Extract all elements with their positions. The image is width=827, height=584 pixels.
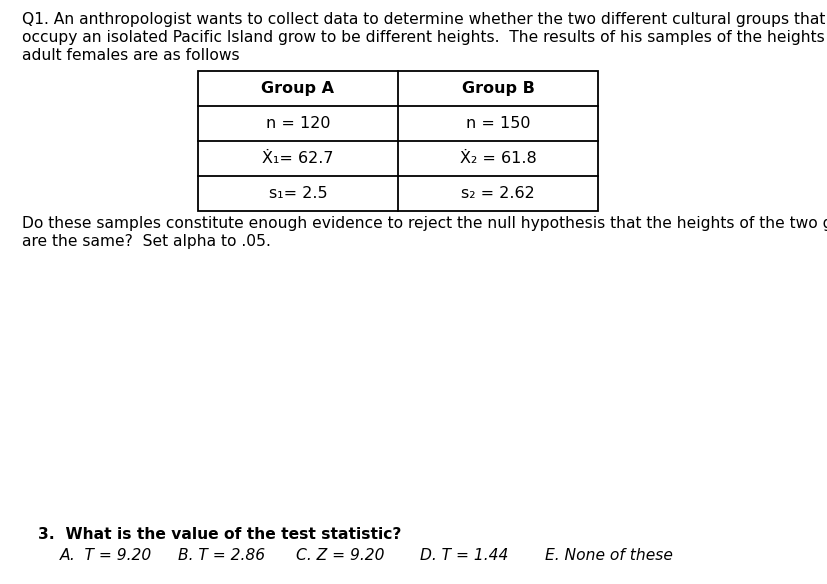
Text: adult females are as follows: adult females are as follows	[22, 48, 239, 63]
Text: Group B: Group B	[461, 81, 533, 96]
Text: Ẋ₂ = 61.8: Ẋ₂ = 61.8	[459, 151, 536, 166]
Bar	[198, 71, 597, 211]
Text: s₁= 2.5: s₁= 2.5	[269, 186, 327, 201]
Text: Group A: Group A	[261, 81, 334, 96]
Text: n = 150: n = 150	[465, 116, 529, 131]
Text: Q1. An anthropologist wants to collect data to determine whether the two differe: Q1. An anthropologist wants to collect d…	[22, 12, 825, 27]
Text: C. Z = 9.20: C. Z = 9.20	[295, 548, 384, 563]
Text: are the same?  Set alpha to .05.: are the same? Set alpha to .05.	[22, 234, 270, 249]
Text: occupy an isolated Pacific Island grow to be different heights.  The results of : occupy an isolated Pacific Island grow t…	[22, 30, 827, 45]
Text: Ẋ₁= 62.7: Ẋ₁= 62.7	[262, 151, 333, 166]
Text: Do these samples constitute enough evidence to reject the null hypothesis that t: Do these samples constitute enough evide…	[22, 215, 827, 231]
Text: n = 120: n = 120	[265, 116, 330, 131]
Text: D. T = 1.44: D. T = 1.44	[419, 548, 508, 563]
Text: 3.  What is the value of the test statistic?: 3. What is the value of the test statist…	[38, 527, 401, 542]
Text: B. T = 2.86: B. T = 2.86	[178, 548, 265, 563]
Text: A.  T = 9.20: A. T = 9.20	[60, 548, 152, 563]
Text: s₂ = 2.62: s₂ = 2.62	[461, 186, 534, 201]
Text: E. None of these: E. None of these	[544, 548, 672, 563]
